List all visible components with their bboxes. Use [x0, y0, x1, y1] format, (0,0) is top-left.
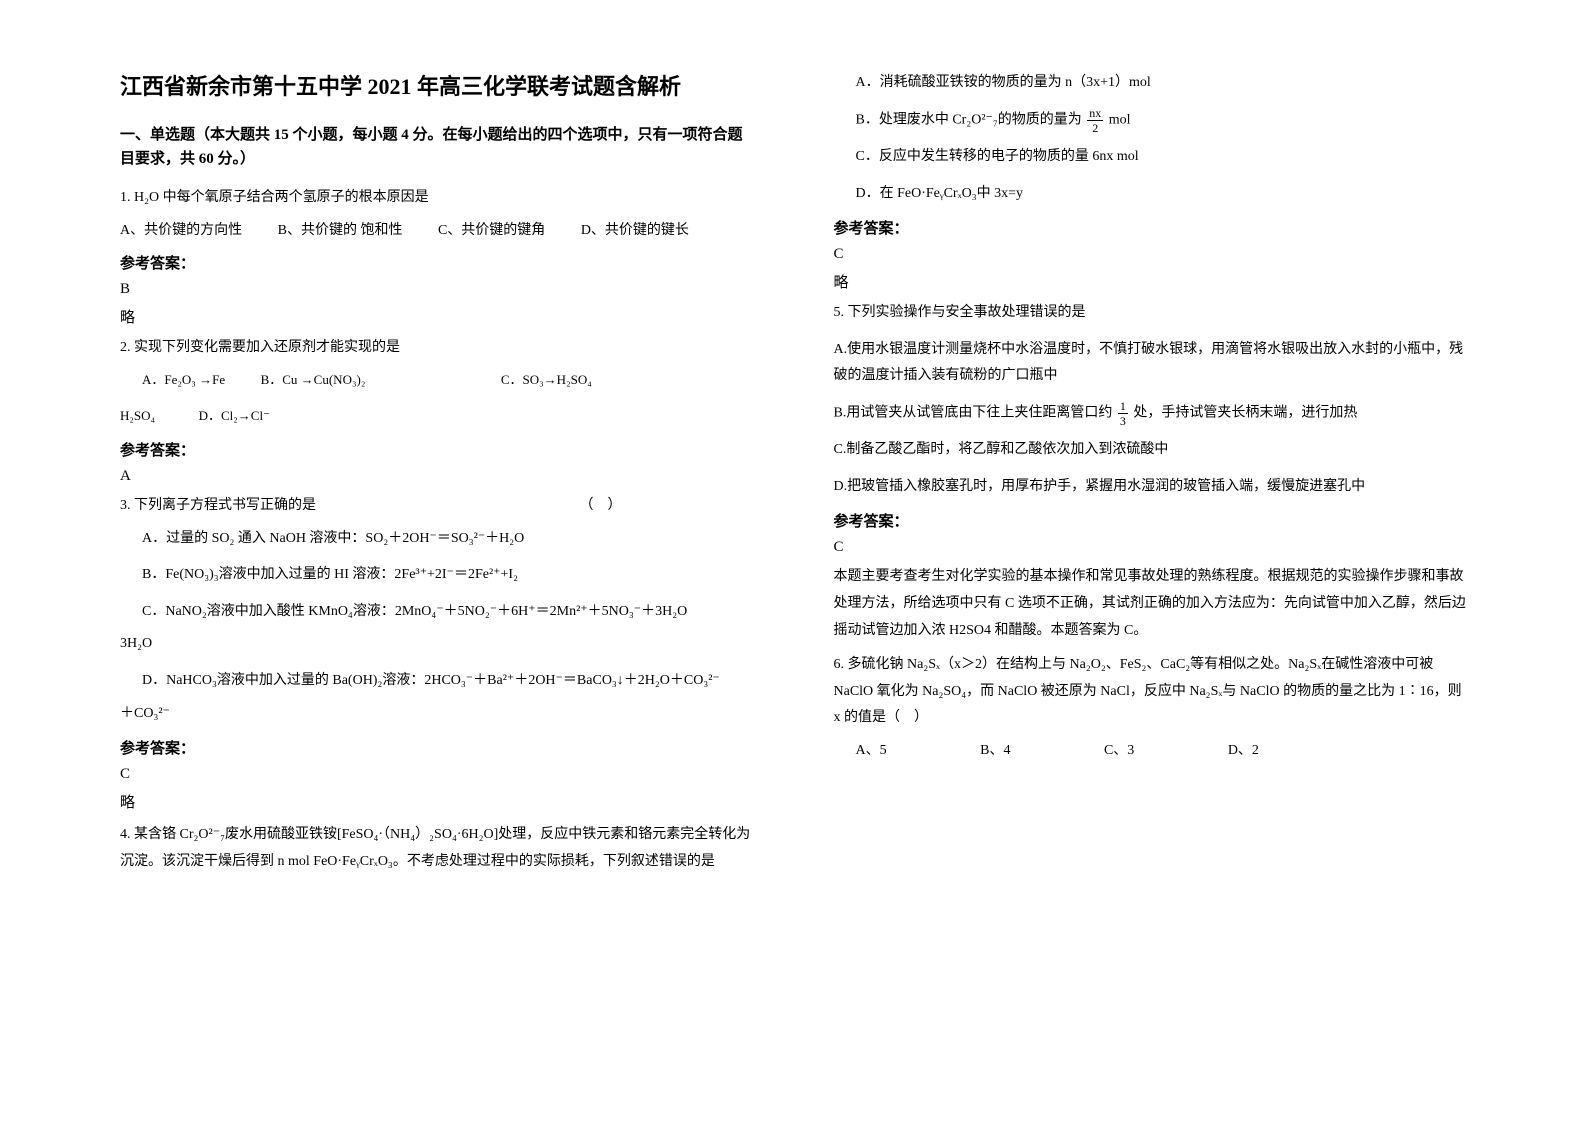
q1-opt-b: B、共价键的 饱和性	[278, 218, 403, 245]
q3-text-main: 3. 下列离子方程式书写正确的是	[120, 498, 316, 513]
q5-opt-b-pre: B.用试管夹从试管底由下往上夹住距离管口约	[834, 406, 1113, 421]
q3-opt-d: D．NaHCO₃溶液中加入过量的 Ba(OH)₂溶液：2HCO₃⁻＋Ba²⁺＋2…	[120, 668, 754, 695]
q1-opt-d: D、共价键的键长	[581, 218, 689, 245]
q4-opt-c: C．反应中发生转移的电子的物质的量 6nx mol	[834, 144, 1468, 171]
q1-ans: B	[120, 281, 754, 298]
q5-opt-b-frac: 1 3	[1118, 400, 1128, 427]
q6-text: 6. 多硫化钠 Na₂Sₓ（x＞2）在结构上与 Na₂O₂、FeS₂、CaC₂等…	[834, 652, 1468, 732]
q1-opt-a: A、共价键的方向性	[120, 218, 242, 245]
q6-opt-b: B、4	[980, 738, 1010, 765]
q2-text: 2. 实现下列变化需要加入还原剂才能实现的是	[120, 335, 754, 362]
q3-opt-a: A．过量的 SO₂ 通入 NaOH 溶液中：SO₂＋2OH⁻＝SO₃²⁻＋H₂O	[120, 526, 754, 553]
q3-ans-label: 参考答案：	[120, 737, 754, 758]
q4-ans-label: 参考答案：	[834, 217, 1468, 238]
q2-ans-label: 参考答案：	[120, 439, 754, 460]
q4-b-num: nx	[1087, 107, 1103, 121]
q4-explain: 略	[834, 271, 1468, 292]
q3-opt-b: B．Fe(NO₃)₃溶液中加入过量的 HI 溶液：2Fe³⁺+2I⁻＝2Fe²⁺…	[120, 562, 754, 589]
q5-ans-label: 参考答案：	[834, 510, 1468, 531]
q4-b-den: 2	[1087, 121, 1103, 134]
q1-explain: 略	[120, 306, 754, 327]
q6-opt-d: D、2	[1228, 738, 1259, 765]
q1-text: 1. H₂O 中每个氧原子结合两个氢原子的根本原因是	[120, 185, 754, 212]
q3-opt-d-cont: ＋CO₃²⁻	[120, 701, 754, 728]
q4-opt-a: A．消耗硫酸亚铁铵的物质的量为 n（3x+1）mol	[834, 70, 1468, 97]
q5-ans: C	[834, 539, 1468, 556]
q5-opt-d: D.把玻管插入橡胶塞孔时，用厚布护手，紧握用水湿润的玻管插入端，缓慢旋进塞孔中	[834, 474, 1468, 501]
q6-opt-a: A、5	[856, 738, 887, 765]
q4-intro: 4. 某含铬 Cr₂O²⁻₇废水用硫酸亚铁铵[FeSO₄·（NH₄）₂SO₄·6…	[120, 822, 754, 875]
q3-ans: C	[120, 766, 754, 783]
q4-opt-b-suf: mol	[1109, 112, 1131, 127]
q3-opt-c: C．NaNO₂溶液中加入酸性 KMnO₄溶液：2MnO₄⁻＋5NO₂⁻＋6H⁺＝…	[120, 599, 754, 626]
q4-opt-b-frac: nx 2	[1087, 107, 1103, 134]
q5-opt-b-suf: 处，手持试管夹长柄末端，进行加热	[1133, 406, 1357, 421]
section1-heading: 一、单选题（本大题共 15 个小题，每小题 4 分。在每小题给出的四个选项中，只…	[120, 123, 754, 171]
q3-paren: （ ）	[580, 498, 622, 513]
q4-opt-b-pre: B．处理废水中 Cr₂O²⁻₇的物质的量为	[856, 112, 1082, 127]
q2-opt-c-cont: H₂SO₄	[120, 408, 155, 423]
q1-options: A、共价键的方向性 B、共价键的 饱和性 C、共价键的键角 D、共价键的键长	[120, 218, 754, 245]
q2-opt-c: C．SO₃→H₂SO₄	[501, 368, 592, 393]
q1-ans-label: 参考答案：	[120, 252, 754, 273]
q6-options: A、5 B、4 C、3 D、2	[834, 738, 1468, 765]
q4-opt-d: D．在 FeO·FeᵧCrₓO₃中 3x=y	[834, 181, 1468, 208]
q3-text: 3. 下列离子方程式书写正确的是 （ ）	[120, 493, 754, 520]
q5-explain: 本题主要考查考生对化学实验的基本操作和常见事故处理的熟练程度。根据规范的实验操作…	[834, 564, 1468, 644]
q2-options-row1: A．Fe₂O₃ →Fe B．Cu →Cu(NO₃)₂ C．SO₃→H₂SO₄	[120, 368, 754, 395]
q3-explain: 略	[120, 791, 754, 812]
q5-opt-a: A.使用水银温度计测量烧杯中水浴温度时，不慎打破水银球，用滴管将水银吸出放入水封…	[834, 337, 1468, 390]
q5-opt-c: C.制备乙酸乙酯时，将乙醇和乙酸依次加入到浓硫酸中	[834, 437, 1468, 464]
q2-opt-d: D．Cl₂→Cl⁻	[199, 404, 270, 429]
q5-b-den: 3	[1118, 414, 1128, 427]
q5-opt-b: B.用试管夹从试管底由下往上夹住距离管口约 1 3 处，手持试管夹长柄末端，进行…	[834, 400, 1468, 427]
q2-opt-a: A．Fe₂O₃ →Fe	[120, 368, 225, 393]
q4-ans: C	[834, 246, 1468, 263]
q5-b-num: 1	[1118, 400, 1128, 414]
q3-opt-c-cont: 3H₂O	[120, 631, 754, 658]
page-title: 江西省新余市第十五中学 2021 年高三化学联考试题含解析	[120, 70, 754, 103]
q1-opt-c: C、共价键的键角	[438, 218, 545, 245]
q6-opt-c: C、3	[1104, 738, 1134, 765]
q2-ans: A	[120, 468, 754, 485]
q4-opt-b: B．处理废水中 Cr₂O²⁻₇的物质的量为 nx 2 mol	[834, 107, 1468, 134]
q2-opt-b: B．Cu →Cu(NO₃)₂	[261, 368, 366, 393]
q5-text: 5. 下列实验操作与安全事故处理错误的是	[834, 300, 1468, 327]
q2-options-row2: H₂SO₄ D．Cl₂→Cl⁻	[120, 404, 754, 431]
